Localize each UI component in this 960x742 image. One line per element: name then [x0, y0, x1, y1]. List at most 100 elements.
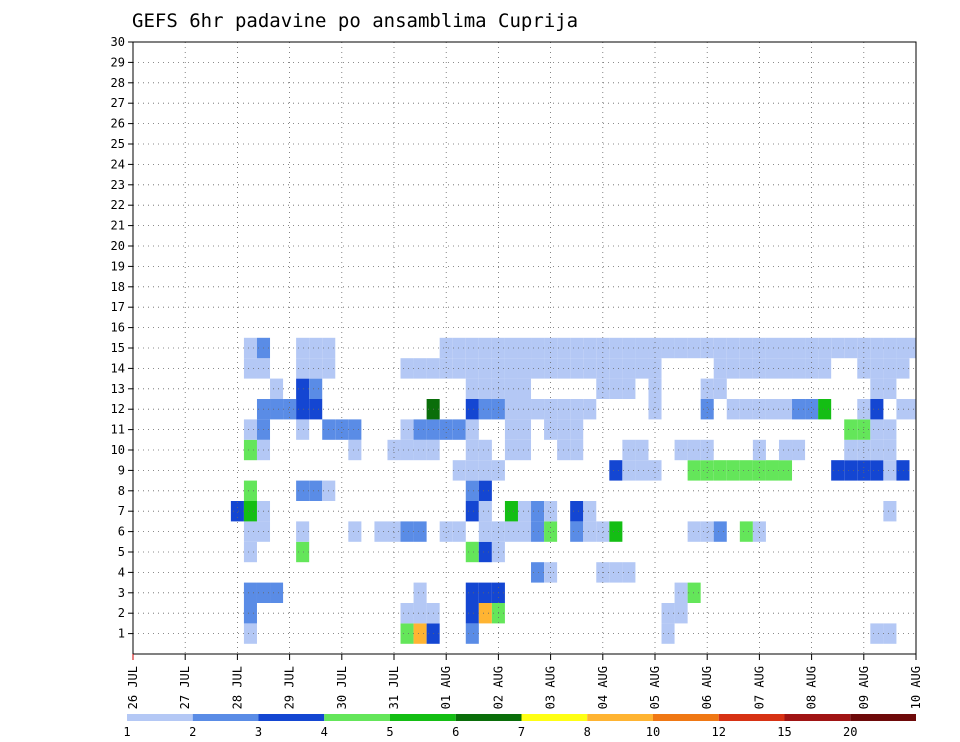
precip-cell — [296, 358, 310, 379]
precip-cell — [465, 460, 479, 481]
precip-cell — [478, 603, 492, 624]
x-tick-label: 06 AUG — [700, 666, 714, 709]
legend-swatch — [127, 714, 193, 721]
precip-cell — [478, 480, 492, 501]
precip-cell — [465, 337, 479, 359]
precip-cell — [844, 439, 858, 461]
precip-cell — [609, 460, 623, 481]
precip-cell — [570, 501, 584, 522]
precip-cell — [778, 399, 793, 420]
y-tick-label: 25 — [111, 137, 125, 151]
precip-cell — [243, 358, 257, 379]
precip-cell — [270, 378, 284, 399]
y-tick-label: 27 — [111, 96, 125, 110]
precip-cell — [870, 337, 884, 359]
precip-cell — [452, 419, 466, 440]
precip-cell — [609, 337, 623, 359]
y-tick-label: 29 — [111, 55, 125, 69]
precip-cell — [478, 337, 492, 359]
legend-swatch — [784, 714, 851, 721]
precip-cell — [818, 358, 832, 379]
precip-cell — [465, 358, 479, 379]
precip-cell — [883, 439, 897, 461]
x-tick-label: 09 AUG — [857, 666, 871, 709]
precip-cell — [531, 337, 545, 359]
y-tick-label: 24 — [111, 157, 125, 171]
legend-label: 10 — [646, 725, 660, 739]
precip-cell — [413, 603, 427, 624]
precip-cell — [570, 419, 584, 440]
precip-cell — [439, 419, 453, 440]
precip-cell — [713, 378, 727, 399]
precip-cell — [700, 399, 714, 420]
precip-cell — [870, 358, 884, 379]
precip-cell — [517, 378, 532, 399]
x-tick-label: 26 JUL — [126, 666, 140, 709]
precip-cell — [309, 378, 323, 399]
legend-swatch — [192, 714, 259, 721]
x-axis: 26 JUL 27 JUL 28 JUL 29 JUL 30 JUL 31 JUL 01 A… — [126, 654, 923, 709]
y-tick-label: 10 — [111, 443, 125, 457]
precip-cell — [439, 358, 453, 379]
x-tick-label: 28 JUL — [230, 666, 244, 709]
precip-cell — [400, 358, 414, 379]
precip-cell — [674, 582, 688, 603]
precip-cell — [713, 358, 727, 379]
precip-cell — [844, 419, 858, 440]
precip-cell — [348, 419, 362, 440]
y-tick-label: 21 — [111, 219, 125, 233]
precip-cell — [713, 460, 727, 481]
precip-cell — [700, 439, 714, 461]
precip-cell — [609, 358, 623, 379]
y-tick-label: 12 — [111, 402, 125, 416]
precip-cell — [243, 337, 257, 359]
precip-cell — [687, 521, 701, 542]
precip-cell — [635, 358, 649, 379]
precip-cell — [400, 623, 414, 644]
legend-swatch — [324, 714, 390, 721]
precip-cell — [778, 460, 793, 481]
precip-cell — [452, 521, 466, 542]
precip-cell — [517, 521, 532, 542]
precip-cell — [739, 399, 753, 420]
x-tick-label: 01 AUG — [439, 666, 453, 709]
precip-cell — [596, 358, 610, 379]
precip-cell — [531, 562, 545, 583]
precip-cell — [478, 521, 492, 542]
x-tick-label: 29 JUL — [283, 666, 297, 709]
precip-cell — [504, 439, 518, 461]
precip-cell — [465, 623, 479, 644]
precip-cell — [739, 460, 753, 481]
precip-cell — [909, 399, 916, 420]
precip-cell — [870, 439, 884, 461]
x-tick-label: 27 JUL — [178, 666, 192, 709]
precip-cell — [544, 358, 558, 379]
x-tick-label: 03 AUG — [544, 666, 558, 709]
precip-cell — [283, 399, 297, 420]
precip-cell — [504, 501, 518, 522]
precip-cell — [818, 337, 832, 359]
precip-cell — [883, 337, 897, 359]
precip-cell — [883, 501, 897, 522]
precip-cell — [531, 501, 545, 522]
precip-cell — [583, 337, 597, 359]
precip-cell — [504, 521, 518, 542]
legend-label: 20 — [843, 725, 857, 739]
precip-cell — [517, 419, 532, 440]
precip-cell — [570, 521, 584, 542]
x-tick-label: 30 JUL — [335, 666, 349, 709]
precip-cell — [739, 358, 753, 379]
precip-cell — [596, 521, 610, 542]
precip-cell — [883, 378, 897, 399]
y-tick-label: 8 — [118, 484, 125, 498]
precip-cell — [583, 399, 597, 420]
precip-cell — [309, 399, 323, 420]
legend-label: 2 — [189, 725, 196, 739]
y-tick-label: 22 — [111, 198, 125, 212]
precip-cell — [465, 501, 479, 522]
precip-cell — [635, 337, 649, 359]
y-tick-label: 17 — [111, 300, 125, 314]
y-tick-label: 9 — [118, 463, 125, 477]
precip-cell — [478, 501, 492, 522]
precip-cell — [465, 603, 479, 624]
